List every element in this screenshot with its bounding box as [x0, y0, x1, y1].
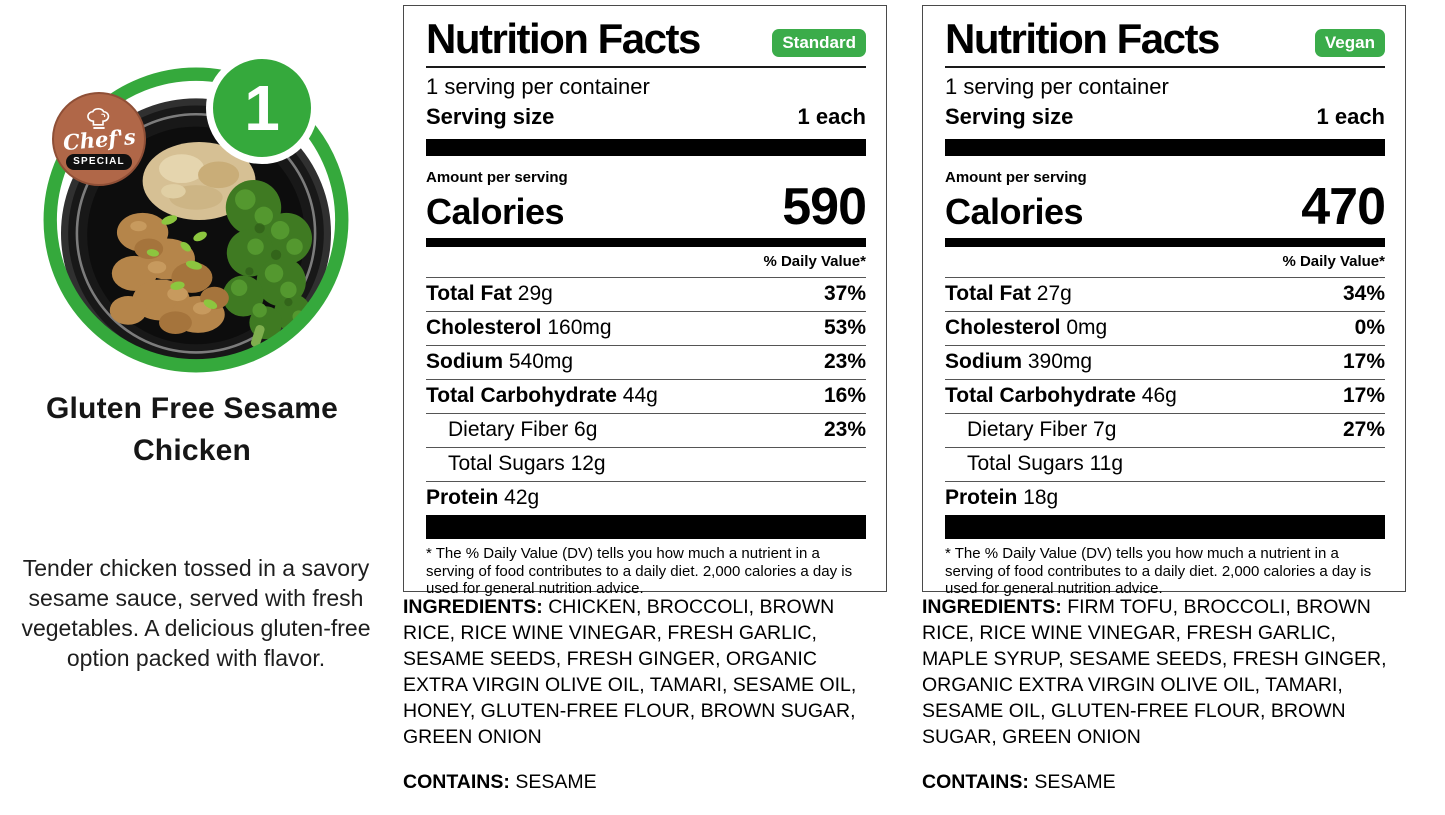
nutrient-row: Dietary Fiber 6g 23% — [426, 412, 866, 447]
nutrient-rows: Total Fat 27g 34% Cholesterol 0mg 0% Sodium … — [945, 276, 1385, 515]
label-header: Nutrition Facts Standard — [426, 16, 866, 61]
nutrient-daily-value: 27% — [1342, 417, 1385, 441]
calories-row: Calories 590 — [426, 178, 867, 237]
photo-green-ring — [43, 67, 349, 373]
nutrient-daily-value: 34% — [1342, 281, 1385, 305]
serving-size-label: Serving size — [426, 104, 555, 130]
ingredients-block-standard: INGREDIENTS: CHICKEN, BROCCOLI, BROWN RI… — [403, 594, 883, 795]
variant-badge-vegan: Vegan — [1314, 28, 1385, 57]
nutrient-daily-value: 0% — [1354, 315, 1385, 339]
nutrient-row: Total Carbohydrate 44g 16% — [426, 378, 866, 413]
divider — [426, 66, 866, 69]
nutrient-daily-value: 53% — [823, 315, 866, 339]
medium-bar — [426, 237, 866, 247]
serving-size-label: Serving size — [945, 104, 1074, 130]
chef-hat-icon — [87, 108, 110, 129]
nutrient-row: Protein 18g — [945, 481, 1385, 515]
calories-label: Calories — [426, 191, 565, 233]
nutrient-row: Cholesterol 160mg 53% — [426, 310, 866, 345]
thick-bar-bottom — [945, 515, 1385, 540]
amount-per-serving-label: Amount per serving — [426, 169, 568, 187]
contains-text: CONTAINS: SESAME — [922, 769, 1402, 795]
nutrition-facts-title: Nutrition Facts — [945, 15, 1220, 62]
nutrient-name-amount: Dietary Fiber 7g — [967, 417, 1117, 441]
item-number-badge: 1 — [206, 52, 318, 164]
nutrient-name-amount: Total Fat 29g — [426, 281, 553, 305]
calories-value: 590 — [782, 178, 867, 237]
nutrient-row: Total Sugars 11g — [945, 446, 1385, 481]
contains-text: CONTAINS: SESAME — [403, 769, 883, 795]
ingredients-block-vegan: INGREDIENTS: FIRM TOFU, BROCCOLI, BROWN … — [922, 594, 1402, 795]
divider — [945, 66, 1385, 69]
nutrient-name-amount: Protein 42g — [426, 486, 540, 510]
nutrient-daily-value: 23% — [823, 349, 866, 373]
chef-badge-line1: Chef's — [61, 123, 137, 156]
nutrient-name-amount: Total Fat 27g — [945, 281, 1072, 305]
nutrient-row: Total Fat 27g 34% — [945, 276, 1385, 311]
chefs-special-badge: Chef's SPECIAL — [52, 92, 146, 186]
dish-description: Tender chicken tossed in a savory sesame… — [21, 555, 371, 671]
contains-label: CONTAINS: — [922, 771, 1029, 793]
nutrient-row: Sodium 540mg 23% — [426, 344, 866, 379]
nutrient-row: Total Fat 29g 37% — [426, 276, 866, 311]
label-header: Nutrition Facts Vegan — [945, 16, 1385, 61]
ingredients-text: INGREDIENTS: FIRM TOFU, BROCCOLI, BROWN … — [922, 594, 1402, 750]
thick-bar-bottom — [426, 515, 866, 540]
nutrient-daily-value: 23% — [823, 417, 866, 441]
nutrient-row: Protein 42g — [426, 481, 866, 515]
nutrient-name-amount: Total Sugars 12g — [448, 451, 606, 475]
nutrient-name-amount: Total Carbohydrate 44g — [426, 383, 658, 407]
nutrient-name-amount: Dietary Fiber 6g — [448, 417, 598, 441]
nutrient-row: Dietary Fiber 7g 27% — [945, 412, 1385, 447]
contains-value: SESAME — [515, 771, 597, 793]
medium-bar — [945, 237, 1385, 247]
nutrient-name-amount: Total Sugars 11g — [967, 451, 1124, 475]
dish-title: Gluten Free Sesame Chicken — [45, 392, 339, 467]
ingredients-label: INGREDIENTS: — [403, 596, 543, 618]
nutrient-name-amount: Total Carbohydrate 46g — [945, 383, 1177, 407]
nutrient-daily-value: 37% — [823, 281, 866, 305]
serving-size-row: Serving size 1 each — [945, 102, 1385, 139]
nutrient-name-amount: Cholesterol 160mg — [426, 315, 612, 339]
daily-value-header: % Daily Value* — [763, 252, 866, 270]
dv-footnote: * The % Daily Value (DV) tells you how m… — [945, 545, 1372, 598]
ingredients-label: INGREDIENTS: — [922, 596, 1062, 618]
serving-size-value: 1 each — [1316, 104, 1386, 130]
daily-value-header: % Daily Value* — [1282, 252, 1385, 270]
chef-badge-line2: SPECIAL — [66, 154, 132, 170]
nutrient-daily-value: 17% — [1342, 383, 1385, 407]
nutrition-label-standard: Nutrition Facts Standard 1 serving per c… — [403, 5, 887, 597]
serving-size-row: Serving size 1 each — [426, 102, 866, 139]
servings-per-container: 1 serving per container — [945, 74, 1169, 100]
nutrient-row: Total Carbohydrate 46g 17% — [945, 378, 1385, 413]
ingredients-text: INGREDIENTS: CHICKEN, BROCCOLI, BROWN RI… — [403, 594, 883, 750]
nutrient-name-amount: Sodium 390mg — [945, 349, 1093, 373]
amount-per-serving-label: Amount per serving — [945, 169, 1087, 187]
variant-badge-standard: Standard — [772, 28, 866, 57]
thick-bar — [945, 139, 1385, 157]
thick-bar — [426, 139, 866, 157]
calories-label: Calories — [945, 191, 1084, 233]
nutrient-row: Sodium 390mg 17% — [945, 344, 1385, 379]
ingredients-list: FIRM TOFU, BROCCOLI, BROWN RICE, RICE WI… — [922, 596, 1387, 748]
nutrition-facts-title: Nutrition Facts — [426, 15, 701, 62]
nutrient-name-amount: Protein 18g — [945, 486, 1059, 510]
servings-per-container: 1 serving per container — [426, 74, 650, 100]
calories-value: 470 — [1301, 178, 1386, 237]
nutrient-name-amount: Cholesterol 0mg — [945, 315, 1108, 339]
nutrition-label-vegan: Nutrition Facts Vegan 1 serving per cont… — [922, 5, 1406, 597]
nutrient-name-amount: Sodium 540mg — [426, 349, 574, 373]
ingredients-list: CHICKEN, BROCCOLI, BROWN RICE, RICE WINE… — [403, 596, 857, 748]
nutrient-daily-value: 17% — [1342, 349, 1385, 373]
nutrient-daily-value: 16% — [823, 383, 866, 407]
dv-footnote: * The % Daily Value (DV) tells you how m… — [426, 545, 853, 598]
serving-size-value: 1 each — [797, 104, 867, 130]
nutrient-rows: Total Fat 29g 37% Cholesterol 160mg 53% Sodi… — [426, 276, 866, 515]
contains-label: CONTAINS: — [403, 771, 510, 793]
nutrient-row: Cholesterol 0mg 0% — [945, 310, 1385, 345]
calories-row: Calories 470 — [945, 178, 1386, 237]
nutrient-row: Total Sugars 12g — [426, 446, 866, 481]
contains-value: SESAME — [1034, 771, 1116, 793]
